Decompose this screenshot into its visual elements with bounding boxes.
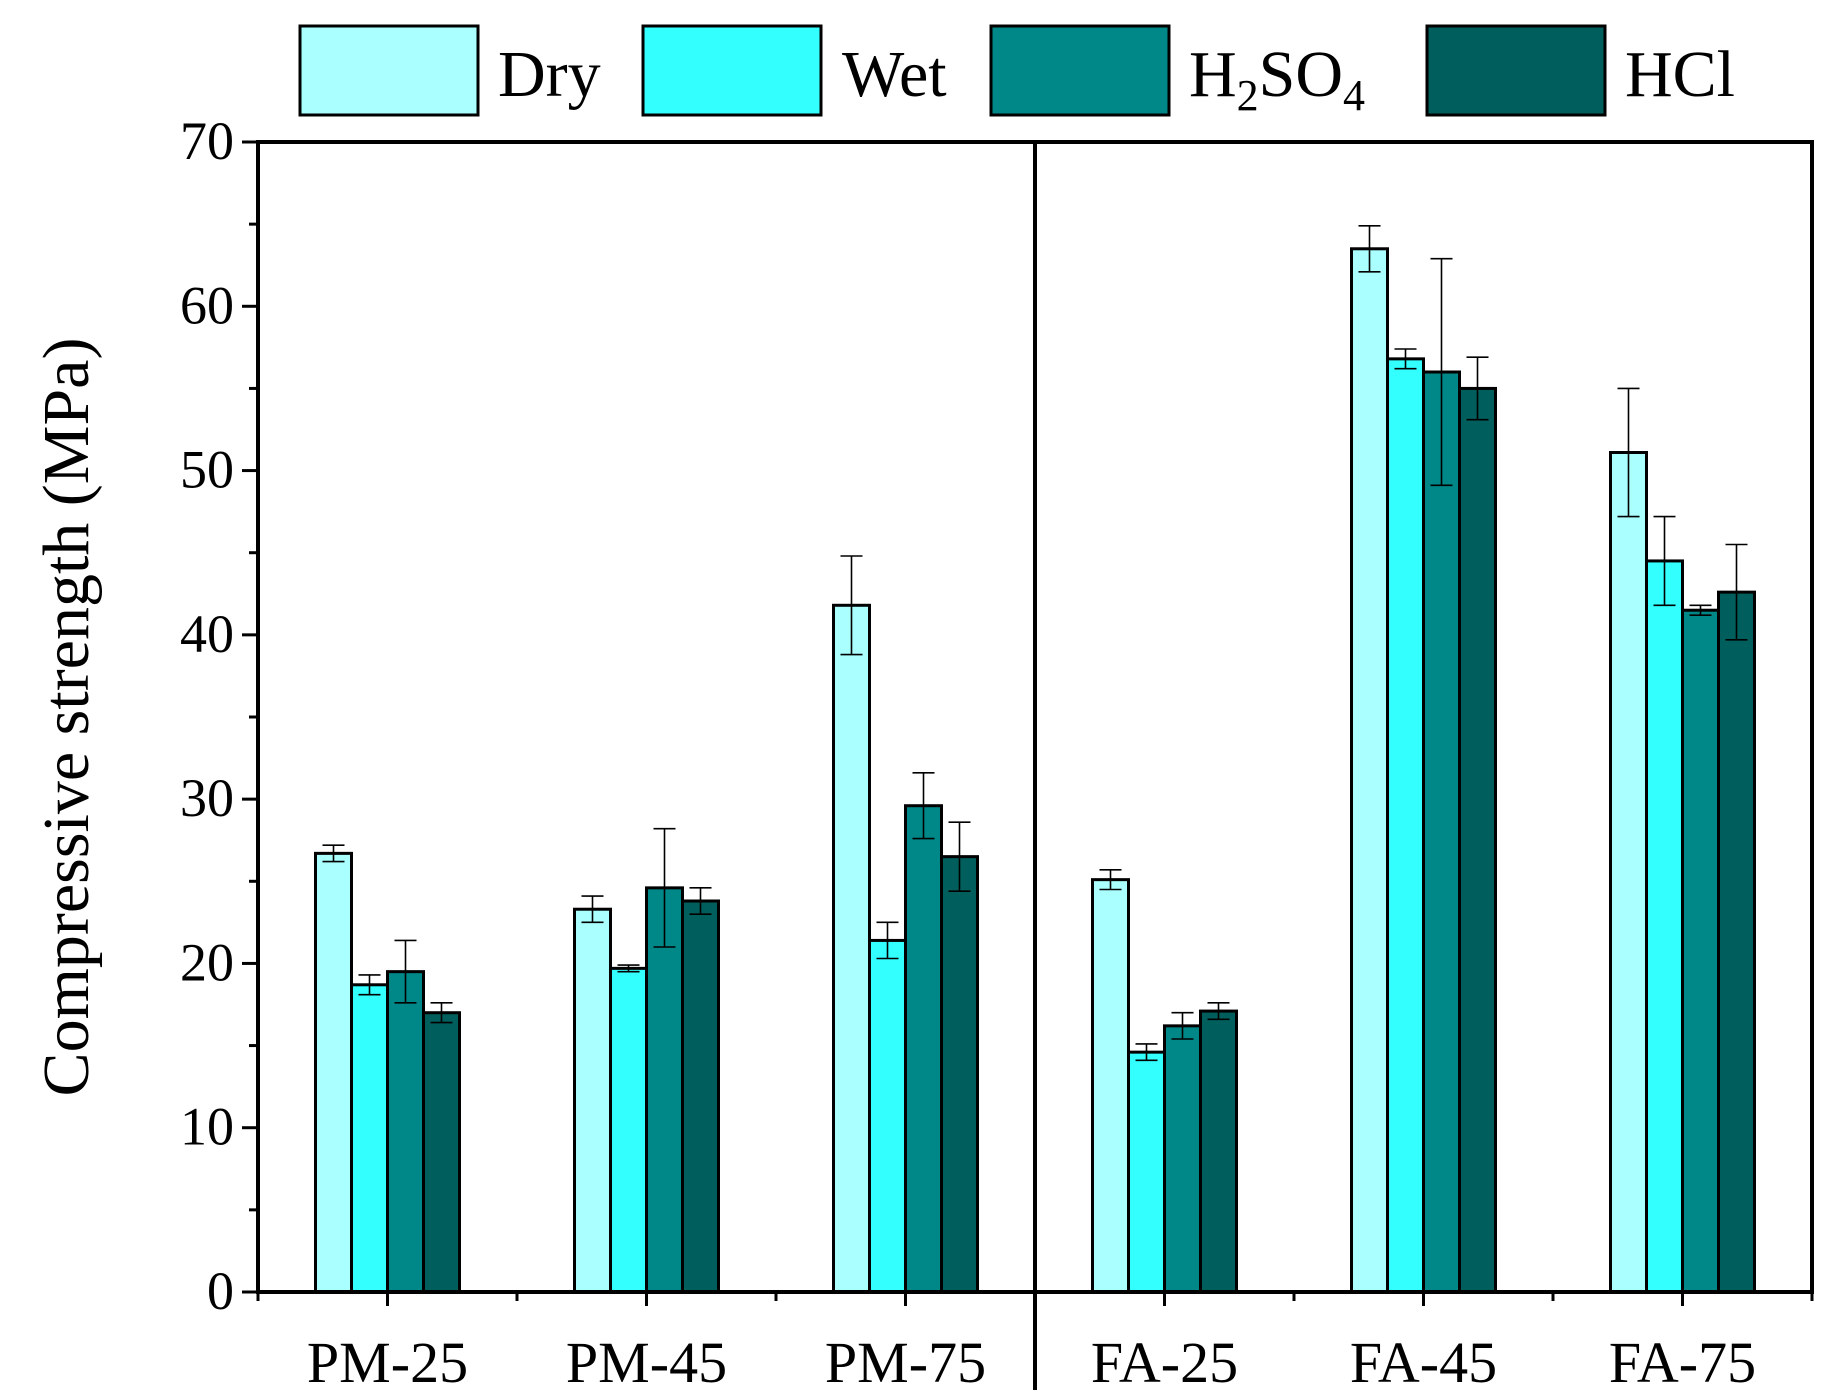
bar-dry-pm-25 bbox=[314, 851, 353, 1294]
x-tick-label-pm-45: PM-45 bbox=[566, 1330, 727, 1392]
y-tick-label: 30 bbox=[180, 768, 234, 828]
bar-h2so4-pm-45 bbox=[645, 886, 684, 1294]
bar-wet-fa-25 bbox=[1127, 1050, 1166, 1294]
x-tick-label-fa-45: FA-45 bbox=[1350, 1330, 1497, 1392]
legend-swatch-hcl bbox=[1425, 24, 1607, 117]
x-tick-label-fa-25: FA-25 bbox=[1091, 1330, 1238, 1392]
axes bbox=[242, 140, 1814, 1390]
legend-swatch-wet bbox=[641, 24, 823, 117]
x-tick-label-pm-75: PM-75 bbox=[825, 1330, 986, 1392]
legend-subscript: 2 bbox=[1237, 71, 1259, 120]
bar-wet-fa-45 bbox=[1386, 357, 1425, 1294]
x-tick-label-fa-75: FA-75 bbox=[1609, 1330, 1756, 1392]
legend: Dry Wet H2SO4 HCl bbox=[298, 24, 1735, 120]
legend-label-hcl: HCl bbox=[1625, 38, 1735, 111]
bar-hcl-fa-25 bbox=[1199, 1009, 1238, 1294]
legend-label-dry: Dry bbox=[498, 38, 601, 111]
legend-text-part: H bbox=[1189, 38, 1237, 111]
legend-swatch-h2so4 bbox=[989, 24, 1171, 117]
bar-hcl-fa-45 bbox=[1458, 386, 1497, 1294]
bar-h2so4-pm-75 bbox=[904, 804, 943, 1294]
bar-h2so4-fa-25 bbox=[1163, 1024, 1202, 1294]
bar-dry-fa-45 bbox=[1350, 247, 1389, 1294]
bar-wet-pm-75 bbox=[868, 938, 907, 1294]
y-tick-label: 20 bbox=[180, 932, 234, 992]
y-tick-label: 50 bbox=[180, 440, 234, 500]
bar-hcl-pm-75 bbox=[940, 855, 979, 1294]
legend-text-part: SO bbox=[1259, 38, 1343, 111]
y-tick-label: 70 bbox=[180, 111, 234, 171]
y-tick-label: 40 bbox=[180, 604, 234, 664]
axis-labels: 0 10 20 30 40 50 60 70 PM-25 PM-45 PM-75 FA-25 FA-45… bbox=[30, 111, 1756, 1395]
bar-h2so4-fa-75 bbox=[1681, 608, 1720, 1294]
y-axis-title: Compressive strength (MPa) bbox=[30, 338, 103, 1097]
bar-dry-pm-75 bbox=[832, 603, 871, 1294]
bar-hcl-pm-45 bbox=[681, 899, 720, 1294]
bar-dry-fa-75 bbox=[1609, 451, 1648, 1294]
y-tick-label: 60 bbox=[180, 275, 234, 335]
legend-label-h2so4: H2SO4 bbox=[1189, 38, 1365, 120]
legend-swatch-dry bbox=[298, 24, 480, 117]
x-tick-label-pm-25: PM-25 bbox=[307, 1330, 468, 1392]
bar-wet-pm-25 bbox=[350, 983, 389, 1294]
error-bars bbox=[322, 224, 1748, 1062]
bar-hcl-pm-25 bbox=[422, 1011, 461, 1294]
legend-label-wet: Wet bbox=[842, 38, 947, 111]
y-tick-label: 10 bbox=[180, 1097, 234, 1157]
legend-subscript: 4 bbox=[1343, 71, 1365, 120]
bar-dry-fa-25 bbox=[1091, 878, 1130, 1294]
bar-dry-pm-45 bbox=[573, 907, 612, 1294]
bar-wet-pm-45 bbox=[609, 966, 648, 1294]
bar-wet-fa-75 bbox=[1645, 559, 1684, 1294]
y-tick-label: 0 bbox=[207, 1261, 234, 1321]
bar-h2so4-pm-25 bbox=[386, 970, 425, 1294]
bar-hcl-fa-75 bbox=[1717, 590, 1756, 1294]
bar-h2so4-fa-45 bbox=[1422, 370, 1461, 1294]
